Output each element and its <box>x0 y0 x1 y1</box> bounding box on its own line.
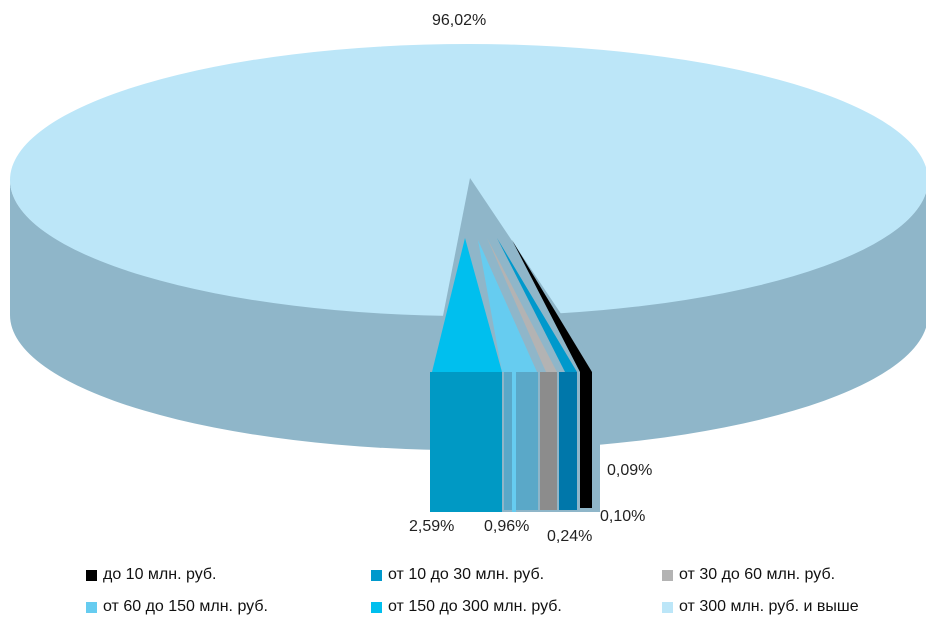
slice-side-60-150 <box>504 372 538 510</box>
legend-label: до 10 млн. руб. <box>103 566 217 583</box>
legend-item-over-300: от 300 млн. руб. и выше <box>662 598 859 616</box>
slice-side-60-150-edge <box>512 372 516 512</box>
legend-swatch <box>662 601 673 613</box>
legend-swatch <box>662 569 673 581</box>
pie-chart <box>10 44 926 512</box>
legend-label: от 30 до 60 млн. руб. <box>679 566 836 583</box>
data-label-60-150: 0,96% <box>484 518 530 535</box>
data-label-30-60: 0,24% <box>547 528 593 545</box>
slice-side-under-10 <box>580 372 592 508</box>
slice-side-10-30 <box>559 372 577 510</box>
slice-top-under-10 <box>512 240 592 372</box>
legend-label: от 60 до 150 млн. руб. <box>103 598 268 615</box>
slice-side-30-60 <box>540 372 557 510</box>
slice-top-over-300 <box>10 44 926 316</box>
legend-swatch <box>86 569 97 581</box>
legend-item-30-60: от 30 до 60 млн. руб. <box>662 566 835 584</box>
data-label-150-300: 2,59% <box>409 518 455 535</box>
slice-top-60-150 <box>478 240 537 372</box>
slice-side-over-300 <box>10 180 926 451</box>
slice-top-30-60 <box>487 238 557 372</box>
legend-label: от 300 млн. руб. и выше <box>679 598 859 615</box>
data-label-over-300: 96,02% <box>432 12 487 29</box>
legend-item-10-30: от 10 до 30 млн. руб. <box>371 566 544 584</box>
legend-item-150-300: от 150 до 300 млн. руб. <box>371 598 562 616</box>
slice-side-150-300 <box>430 372 502 512</box>
legend-swatch <box>86 601 97 613</box>
legend-swatch <box>371 569 382 581</box>
data-label-under-10: 0,09% <box>607 462 653 479</box>
legend-label: от 10 до 30 млн. руб. <box>388 566 545 583</box>
slice-top-150-300 <box>432 238 502 372</box>
data-label-10-30: 0,10% <box>600 508 646 525</box>
legend-swatch <box>371 601 382 613</box>
slice-top-10-30 <box>497 238 577 372</box>
legend-item-under-10: до 10 млн. руб. <box>86 566 217 584</box>
legend-label: от 150 до 300 млн. руб. <box>388 598 562 615</box>
legend-item-60-150: от 60 до 150 млн. руб. <box>86 598 268 616</box>
legend: до 10 млн. руб. от 10 до 30 млн. руб. от… <box>0 560 926 620</box>
